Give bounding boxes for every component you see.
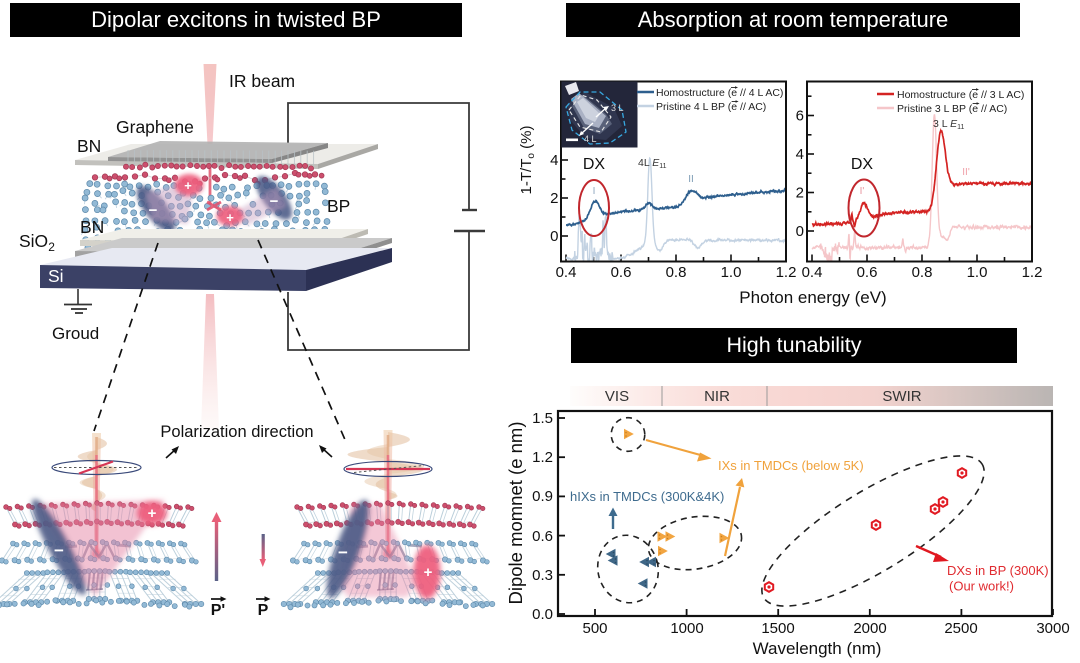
svg-text:Pristine 3 L BP (e // AC): Pristine 3 L BP (e // AC) bbox=[897, 103, 1007, 115]
svg-text:1.5: 1.5 bbox=[532, 410, 553, 427]
svg-text:BN: BN bbox=[80, 217, 104, 237]
svg-text:1.2: 1.2 bbox=[776, 264, 797, 281]
svg-text:3000: 3000 bbox=[1036, 620, 1069, 637]
svg-text:+: + bbox=[226, 210, 234, 225]
svg-text:II: II bbox=[688, 174, 694, 185]
svg-text:NIR: NIR bbox=[704, 388, 730, 405]
svg-text:hIXs in TMDCs (300K&4K): hIXs in TMDCs (300K&4K) bbox=[570, 489, 724, 504]
svg-text:0.8: 0.8 bbox=[912, 264, 933, 281]
svg-text:1.0: 1.0 bbox=[967, 264, 988, 281]
svg-text:0.0: 0.0 bbox=[532, 606, 553, 623]
svg-text:1500: 1500 bbox=[761, 620, 794, 637]
svg-text:2500: 2500 bbox=[944, 620, 977, 637]
svg-text:+: + bbox=[424, 564, 433, 581]
svg-text:P': P' bbox=[211, 602, 225, 619]
svg-text:4: 4 bbox=[796, 146, 804, 163]
svg-text:1.2: 1.2 bbox=[1022, 264, 1043, 281]
svg-text:Dipole momnet (e nm): Dipole momnet (e nm) bbox=[505, 421, 526, 604]
svg-text:1000: 1000 bbox=[670, 620, 703, 637]
svg-text:Homostructure (e // 4 L AC): Homostructure (e // 4 L AC) bbox=[656, 87, 783, 99]
svg-text:2: 2 bbox=[796, 185, 804, 202]
svg-text:II': II' bbox=[962, 167, 970, 178]
svg-text:2000: 2000 bbox=[853, 620, 886, 637]
svg-text:Photon energy (eV): Photon energy (eV) bbox=[739, 288, 886, 307]
svg-text:BP: BP bbox=[327, 196, 350, 216]
svg-text:Groud: Groud bbox=[52, 324, 99, 343]
svg-text:SWIR: SWIR bbox=[882, 388, 921, 405]
svg-text:Polarization direction: Polarization direction bbox=[160, 423, 313, 441]
svg-text:−: − bbox=[54, 541, 64, 560]
svg-text:4L E11: 4L E11 bbox=[638, 157, 667, 170]
svg-text:0.4: 0.4 bbox=[802, 264, 823, 281]
svg-text:3 L E11: 3 L E11 bbox=[933, 118, 965, 131]
svg-text:0.6: 0.6 bbox=[532, 528, 553, 545]
svg-text:+: + bbox=[184, 178, 192, 193]
svg-text:I': I' bbox=[860, 186, 865, 197]
svg-text:1-T/To (%): 1-T/To (%) bbox=[518, 126, 537, 195]
svg-text:0.6: 0.6 bbox=[857, 264, 878, 281]
svg-text:I: I bbox=[593, 186, 596, 197]
svg-text:0: 0 bbox=[796, 223, 804, 240]
svg-text:0.6: 0.6 bbox=[611, 264, 632, 281]
svg-text:Graphene: Graphene bbox=[116, 117, 194, 137]
svg-text:IXs in TMDCs (below 5K): IXs in TMDCs (below 5K) bbox=[718, 458, 864, 473]
svg-text:Wavelength (nm): Wavelength (nm) bbox=[753, 639, 882, 658]
svg-text:1.2: 1.2 bbox=[532, 449, 553, 466]
svg-text:−: − bbox=[338, 543, 348, 562]
svg-text:P: P bbox=[258, 602, 269, 619]
svg-text:+: + bbox=[148, 505, 157, 522]
svg-text:SiO2: SiO2 bbox=[19, 231, 55, 254]
svg-text:−: − bbox=[270, 193, 279, 210]
svg-text:(Our work!): (Our work!) bbox=[949, 579, 1014, 594]
svg-text:IR beam: IR beam bbox=[229, 71, 295, 91]
svg-text:0.4: 0.4 bbox=[556, 264, 577, 281]
svg-text:BN: BN bbox=[77, 136, 101, 156]
svg-text:Pristine 4 L BP (e // AC): Pristine 4 L BP (e // AC) bbox=[656, 101, 766, 113]
svg-text:Si: Si bbox=[48, 266, 64, 286]
svg-text:DX: DX bbox=[851, 156, 874, 173]
svg-text:500: 500 bbox=[582, 620, 607, 637]
svg-text:0: 0 bbox=[550, 228, 558, 245]
svg-text:Homostructure (e // 3 L AC): Homostructure (e // 3 L AC) bbox=[897, 89, 1024, 101]
svg-text:4: 4 bbox=[550, 152, 558, 169]
svg-text:DXs in BP (300K): DXs in BP (300K) bbox=[947, 563, 1049, 578]
svg-text:3 L: 3 L bbox=[611, 103, 624, 113]
svg-text:2: 2 bbox=[550, 190, 558, 207]
svg-text:DX: DX bbox=[583, 156, 606, 173]
svg-text:4 L: 4 L bbox=[584, 134, 597, 144]
svg-text:0.9: 0.9 bbox=[532, 488, 553, 505]
svg-text:0.3: 0.3 bbox=[532, 567, 553, 584]
svg-text:VIS: VIS bbox=[605, 388, 629, 405]
svg-text:−: − bbox=[149, 202, 158, 219]
svg-text:1.0: 1.0 bbox=[721, 264, 742, 281]
svg-text:6: 6 bbox=[796, 108, 804, 125]
svg-text:0.8: 0.8 bbox=[666, 264, 687, 281]
